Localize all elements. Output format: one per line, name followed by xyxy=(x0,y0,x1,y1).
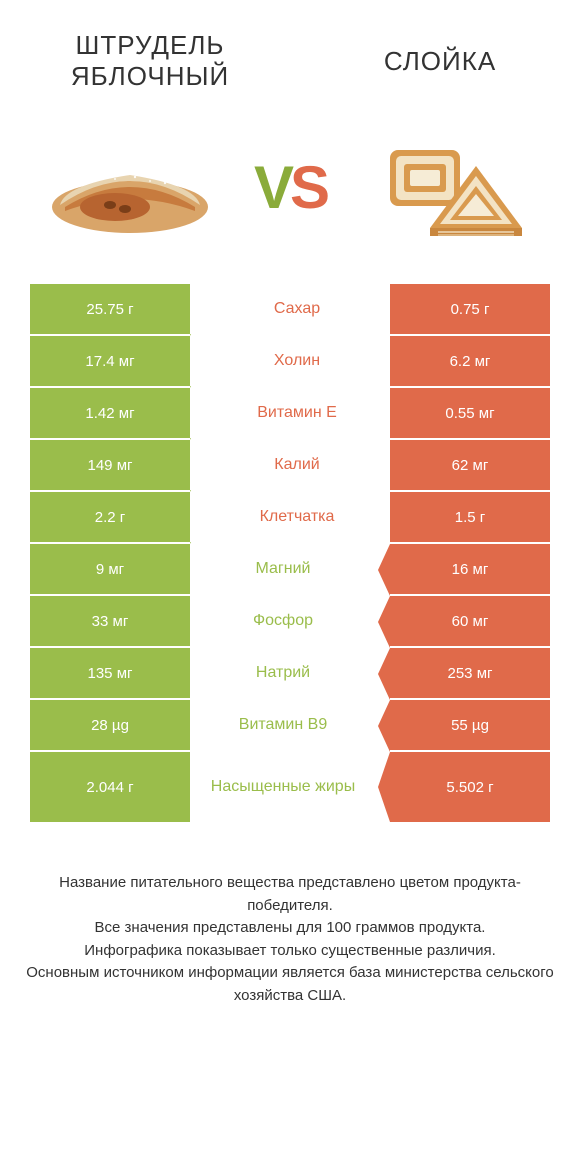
left-value: 149 мг xyxy=(30,440,190,490)
strudel-image xyxy=(40,127,220,247)
left-value: 25.75 г xyxy=(30,284,190,334)
vs-label: VS xyxy=(254,153,326,222)
right-value: 1.5 г xyxy=(390,492,550,542)
left-value: 28 µg xyxy=(30,700,190,750)
table-row: 28 µgВитамин B955 µg xyxy=(30,698,550,750)
table-row: 17.4 мгХолин6.2 мг xyxy=(30,334,550,386)
right-value: 0.75 г xyxy=(390,284,550,334)
left-value: 2.2 г xyxy=(30,492,190,542)
left-value: 2.044 г xyxy=(30,752,190,822)
nutrient-label: Холин xyxy=(190,336,390,386)
table-row: 149 мгКалий62 мг xyxy=(30,438,550,490)
table-row: 33 мгФосфор60 мг xyxy=(30,594,550,646)
table-row: 1.42 мгВитамин Е0.55 мг xyxy=(30,386,550,438)
table-row: 135 мгНатрий253 мг xyxy=(30,646,550,698)
vs-s: S xyxy=(290,154,326,221)
footer: Название питательного вещества представл… xyxy=(0,822,580,1007)
right-value: 62 мг xyxy=(390,440,550,490)
footer-line: Название питательного вещества представл… xyxy=(25,872,555,917)
left-value: 9 мг xyxy=(30,544,190,594)
nutrient-label: Калий xyxy=(190,440,390,490)
table-row: 25.75 гСахар0.75 г xyxy=(30,282,550,334)
footer-line: Все значения представлены для 100 граммо… xyxy=(25,917,555,940)
left-value: 17.4 мг xyxy=(30,336,190,386)
right-value: 5.502 г xyxy=(390,752,550,822)
table-row: 2.2 гКлетчатка1.5 г xyxy=(30,490,550,542)
right-value: 60 мг xyxy=(390,596,550,646)
left-value: 33 мг xyxy=(30,596,190,646)
vs-v: V xyxy=(254,154,290,221)
images-row: VS xyxy=(0,102,580,282)
title-left: ШТРУДЕЛЬ ЯБЛОЧНЫЙ xyxy=(40,30,260,92)
right-value: 6.2 мг xyxy=(390,336,550,386)
nutrient-label: Фосфор xyxy=(190,596,390,646)
nutrient-label: Сахар xyxy=(190,284,390,334)
left-value: 1.42 мг xyxy=(30,388,190,438)
table-row: 2.044 гНасыщенные жиры5.502 г xyxy=(30,750,550,822)
footer-line: Основным источником информации является … xyxy=(25,962,555,1007)
nutrient-label: Натрий xyxy=(190,648,390,698)
right-value: 253 мг xyxy=(390,648,550,698)
header: ШТРУДЕЛЬ ЯБЛОЧНЫЙ СЛОЙКА xyxy=(0,0,580,102)
nutrient-label: Витамин Е xyxy=(190,388,390,438)
right-value: 16 мг xyxy=(390,544,550,594)
nutrient-label: Витамин B9 xyxy=(190,700,390,750)
nutrient-label: Насыщенные жиры xyxy=(190,752,390,822)
left-value: 135 мг xyxy=(30,648,190,698)
right-value: 55 µg xyxy=(390,700,550,750)
pastry-image xyxy=(360,127,540,247)
nutrient-label: Магний xyxy=(190,544,390,594)
right-value: 0.55 мг xyxy=(390,388,550,438)
footer-line: Инфографика показывает только существенн… xyxy=(25,940,555,963)
nutrient-label: Клетчатка xyxy=(190,492,390,542)
title-right: СЛОЙКА xyxy=(340,46,540,77)
table-row: 9 мгМагний16 мг xyxy=(30,542,550,594)
comparison-table: 25.75 гСахар0.75 г17.4 мгХолин6.2 мг1.42… xyxy=(0,282,580,822)
